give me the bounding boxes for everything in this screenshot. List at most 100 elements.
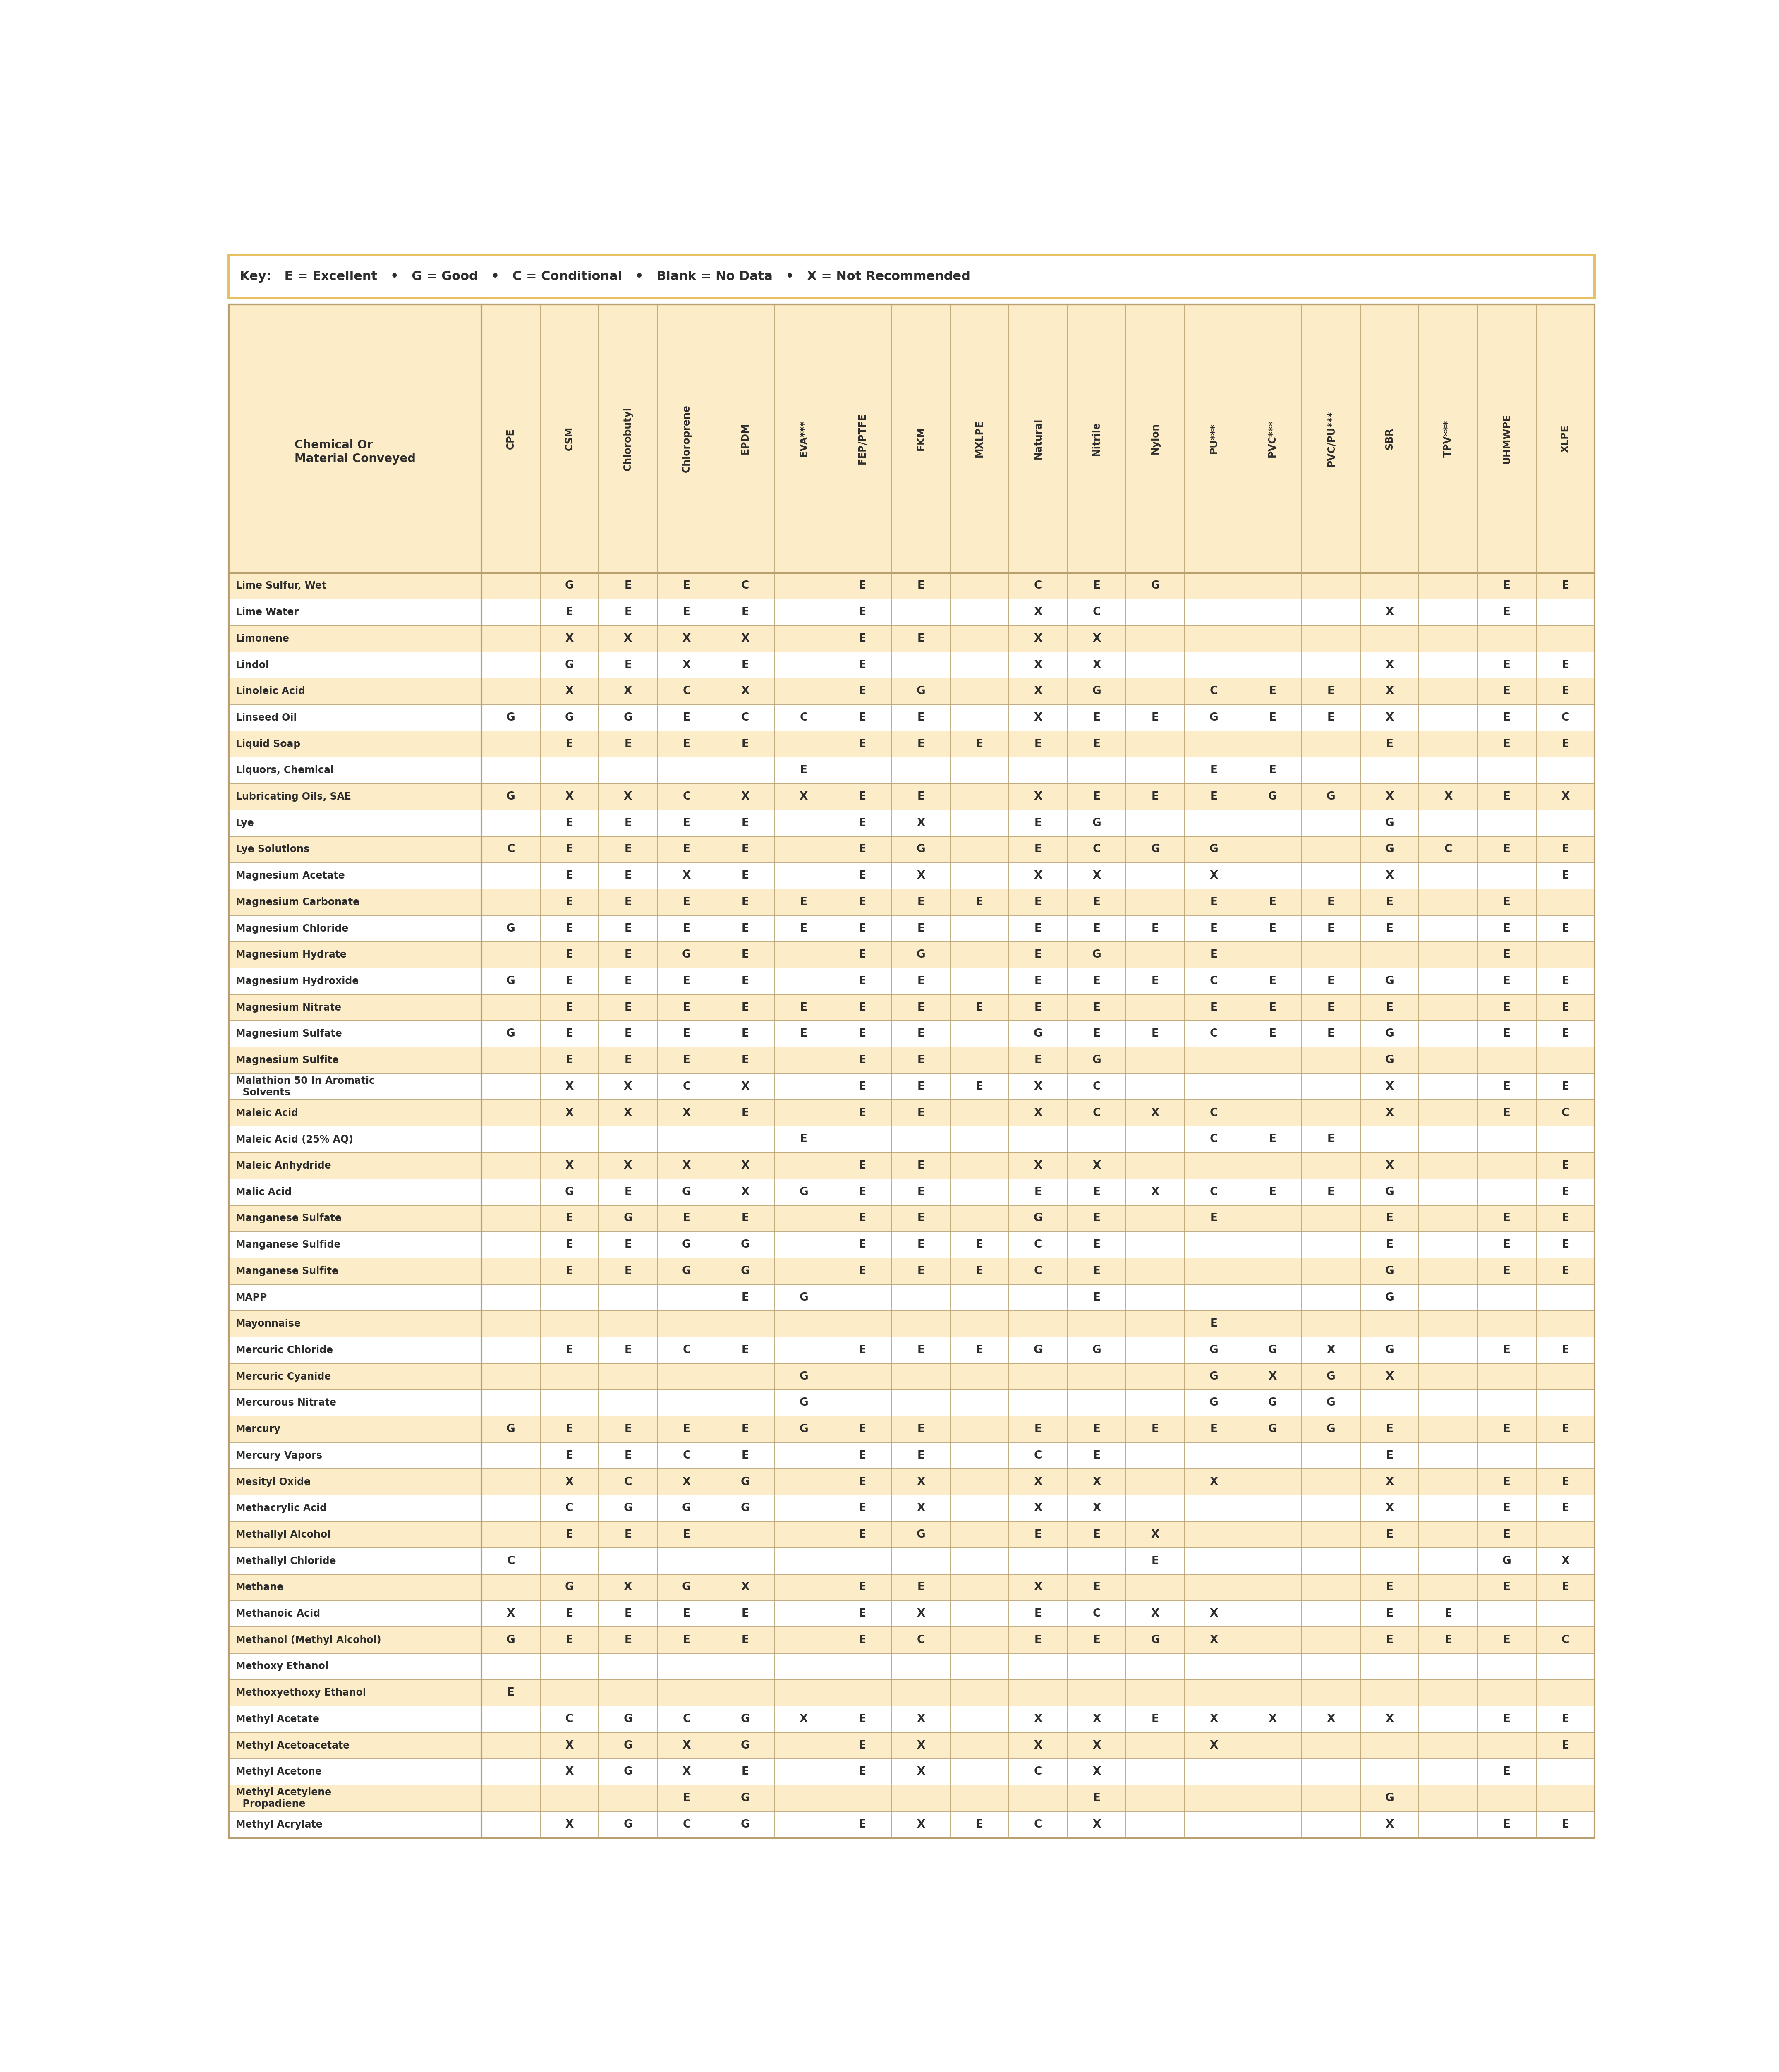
Text: Methanol (Methyl Alcohol): Methanol (Methyl Alcohol) bbox=[237, 1635, 381, 1645]
Text: E: E bbox=[1503, 1109, 1510, 1119]
Text: E: E bbox=[624, 1055, 632, 1065]
Text: Mercuric Cyanide: Mercuric Cyanide bbox=[237, 1372, 331, 1382]
Text: G: G bbox=[681, 1266, 690, 1276]
Text: E: E bbox=[683, 1608, 690, 1618]
Text: C: C bbox=[1092, 843, 1101, 856]
Bar bbox=[229, 255, 1594, 298]
Text: X: X bbox=[1386, 659, 1393, 671]
Text: Magnesium Sulfite: Magnesium Sulfite bbox=[237, 1055, 338, 1065]
Text: E: E bbox=[1562, 976, 1569, 986]
Bar bbox=[229, 731, 1594, 756]
Text: G: G bbox=[623, 1767, 633, 1778]
Text: E: E bbox=[1151, 1423, 1158, 1434]
Text: E: E bbox=[742, 843, 749, 856]
Text: E: E bbox=[624, 659, 632, 671]
Text: C: C bbox=[507, 1556, 514, 1566]
Text: E: E bbox=[1562, 1160, 1569, 1171]
Bar bbox=[229, 572, 1594, 599]
Text: E: E bbox=[1092, 1635, 1101, 1645]
Text: Lye Solutions: Lye Solutions bbox=[237, 845, 310, 854]
Text: G: G bbox=[1386, 843, 1395, 856]
Text: X: X bbox=[1386, 1082, 1393, 1092]
Text: E: E bbox=[1445, 1608, 1452, 1618]
Text: E: E bbox=[742, 1003, 749, 1013]
Text: E: E bbox=[1034, 924, 1042, 934]
Text: E: E bbox=[1092, 1187, 1101, 1198]
Text: X: X bbox=[1386, 1502, 1393, 1515]
Text: C: C bbox=[1562, 713, 1569, 723]
Text: E: E bbox=[742, 1450, 749, 1461]
Text: X: X bbox=[624, 1581, 632, 1593]
Text: G: G bbox=[681, 1239, 690, 1249]
Text: X: X bbox=[624, 634, 632, 644]
Text: Liquid Soap: Liquid Soap bbox=[237, 740, 301, 748]
Text: G: G bbox=[740, 1792, 749, 1803]
Text: C: C bbox=[1210, 976, 1219, 986]
Text: E: E bbox=[1210, 1003, 1217, 1013]
Text: E: E bbox=[1034, 1055, 1042, 1065]
Text: X: X bbox=[1092, 1740, 1101, 1751]
Text: X: X bbox=[1092, 659, 1101, 671]
Text: E: E bbox=[1327, 1133, 1334, 1144]
Text: X: X bbox=[683, 1160, 690, 1171]
Text: E: E bbox=[859, 1423, 866, 1434]
Text: G: G bbox=[1386, 1792, 1395, 1803]
Text: E: E bbox=[1503, 738, 1510, 750]
Text: X: X bbox=[1034, 1502, 1042, 1515]
Text: X: X bbox=[1092, 1714, 1101, 1724]
Text: E: E bbox=[1327, 1003, 1334, 1013]
Text: E: E bbox=[1268, 713, 1276, 723]
Text: E: E bbox=[1268, 1133, 1276, 1144]
Bar bbox=[229, 995, 1594, 1021]
Text: E: E bbox=[1210, 1212, 1217, 1225]
Text: G: G bbox=[916, 1529, 925, 1539]
Text: E: E bbox=[624, 897, 632, 908]
Text: E: E bbox=[683, 713, 690, 723]
Text: E: E bbox=[1210, 1318, 1217, 1328]
Text: E: E bbox=[683, 1003, 690, 1013]
Text: E: E bbox=[566, 1028, 573, 1040]
Bar bbox=[229, 1152, 1594, 1179]
Text: E: E bbox=[1386, 924, 1393, 934]
Text: G: G bbox=[681, 1581, 690, 1593]
Text: Methyl Acetylene
  Propadiene: Methyl Acetylene Propadiene bbox=[237, 1788, 331, 1809]
Text: G: G bbox=[1327, 792, 1336, 802]
Bar bbox=[229, 1496, 1594, 1521]
Text: X: X bbox=[624, 1160, 632, 1171]
Text: E: E bbox=[1034, 1003, 1042, 1013]
Text: E: E bbox=[683, 976, 690, 986]
Text: X: X bbox=[624, 792, 632, 802]
Text: E: E bbox=[918, 580, 925, 591]
Text: E: E bbox=[918, 1239, 925, 1249]
Text: CSM: CSM bbox=[564, 427, 575, 450]
Text: E: E bbox=[859, 580, 866, 591]
Text: E: E bbox=[859, 843, 866, 856]
Text: E: E bbox=[742, 1293, 749, 1303]
Text: X: X bbox=[1034, 1477, 1042, 1488]
Text: X: X bbox=[740, 1082, 749, 1092]
Bar bbox=[229, 1600, 1594, 1627]
Text: Nylon: Nylon bbox=[1151, 423, 1160, 454]
Text: G: G bbox=[799, 1293, 808, 1303]
Text: X: X bbox=[1092, 1477, 1101, 1488]
Text: E: E bbox=[918, 976, 925, 986]
Text: E: E bbox=[1386, 738, 1393, 750]
Text: X: X bbox=[566, 686, 573, 696]
Text: X: X bbox=[1445, 792, 1452, 802]
Text: G: G bbox=[1386, 1055, 1395, 1065]
Text: X: X bbox=[683, 1740, 690, 1751]
Text: E: E bbox=[1562, 1082, 1569, 1092]
Text: E: E bbox=[624, 818, 632, 829]
Text: E: E bbox=[624, 1266, 632, 1276]
Text: E: E bbox=[1327, 924, 1334, 934]
Text: E: E bbox=[975, 1345, 984, 1355]
Text: X: X bbox=[1210, 870, 1219, 881]
Text: E: E bbox=[683, 738, 690, 750]
Text: E: E bbox=[1151, 792, 1158, 802]
Text: E: E bbox=[801, 765, 808, 775]
Text: X: X bbox=[1034, 1082, 1042, 1092]
Text: E: E bbox=[859, 659, 866, 671]
Text: E: E bbox=[859, 1266, 866, 1276]
Text: C: C bbox=[1034, 1239, 1042, 1249]
Text: G: G bbox=[1210, 1345, 1219, 1355]
